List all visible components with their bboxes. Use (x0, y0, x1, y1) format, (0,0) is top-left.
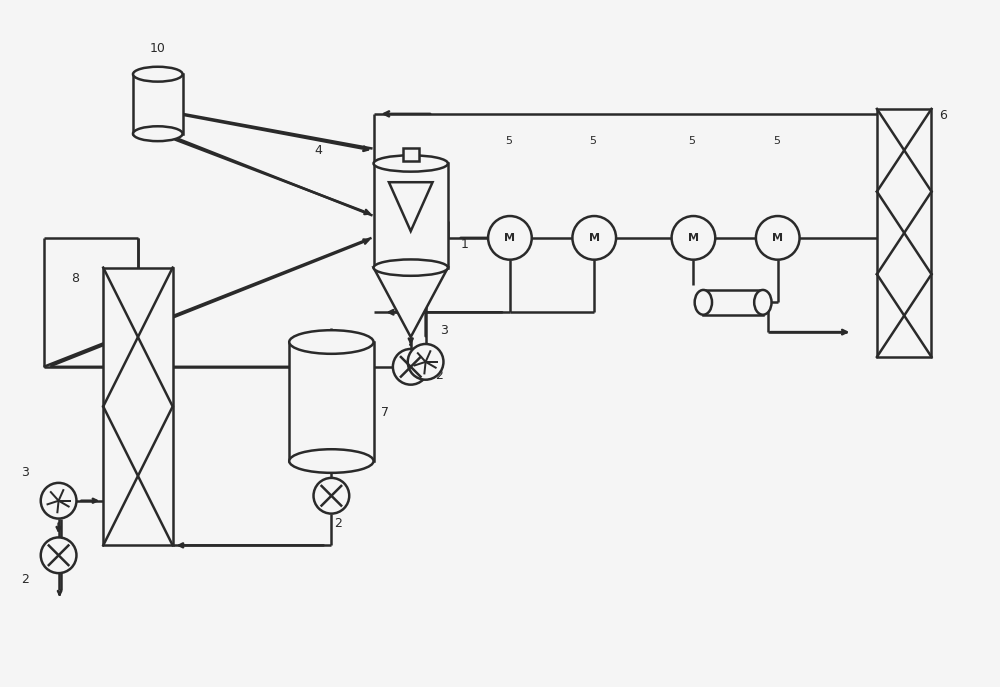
Text: 3: 3 (21, 466, 29, 479)
Ellipse shape (374, 155, 448, 172)
Text: 6: 6 (939, 109, 947, 122)
Ellipse shape (133, 67, 183, 82)
Text: M: M (772, 233, 783, 243)
Bar (133, 74, 183, 134)
Polygon shape (374, 268, 448, 337)
Text: M: M (589, 233, 600, 243)
Text: 7: 7 (381, 407, 389, 419)
Text: 5: 5 (589, 135, 596, 146)
Bar (103, 268, 173, 545)
Circle shape (408, 344, 443, 380)
Circle shape (672, 216, 715, 260)
Text: 1: 1 (460, 238, 468, 251)
Bar (703, 290, 763, 315)
Circle shape (488, 216, 532, 260)
Bar (289, 342, 374, 461)
Circle shape (393, 349, 429, 385)
Circle shape (572, 216, 616, 260)
Text: 2: 2 (436, 369, 443, 382)
Circle shape (314, 478, 349, 514)
Text: 3: 3 (440, 324, 448, 337)
Bar (374, 164, 448, 268)
Text: 4: 4 (314, 144, 322, 157)
Text: M: M (504, 233, 515, 243)
Text: 5: 5 (505, 135, 512, 146)
Ellipse shape (695, 290, 712, 315)
Bar (877, 109, 931, 357)
Text: 5: 5 (688, 135, 695, 146)
Text: M: M (688, 233, 699, 243)
Ellipse shape (289, 449, 374, 473)
Circle shape (41, 483, 76, 519)
Text: 10: 10 (150, 43, 166, 56)
Text: 2: 2 (21, 573, 29, 586)
Text: 2: 2 (334, 517, 342, 530)
Ellipse shape (133, 126, 183, 141)
Text: 5: 5 (773, 135, 780, 146)
Ellipse shape (374, 260, 448, 275)
Text: 8: 8 (71, 273, 79, 286)
Bar (403, 148, 419, 161)
Ellipse shape (289, 330, 374, 354)
Circle shape (41, 537, 76, 573)
Circle shape (756, 216, 800, 260)
Ellipse shape (754, 290, 772, 315)
